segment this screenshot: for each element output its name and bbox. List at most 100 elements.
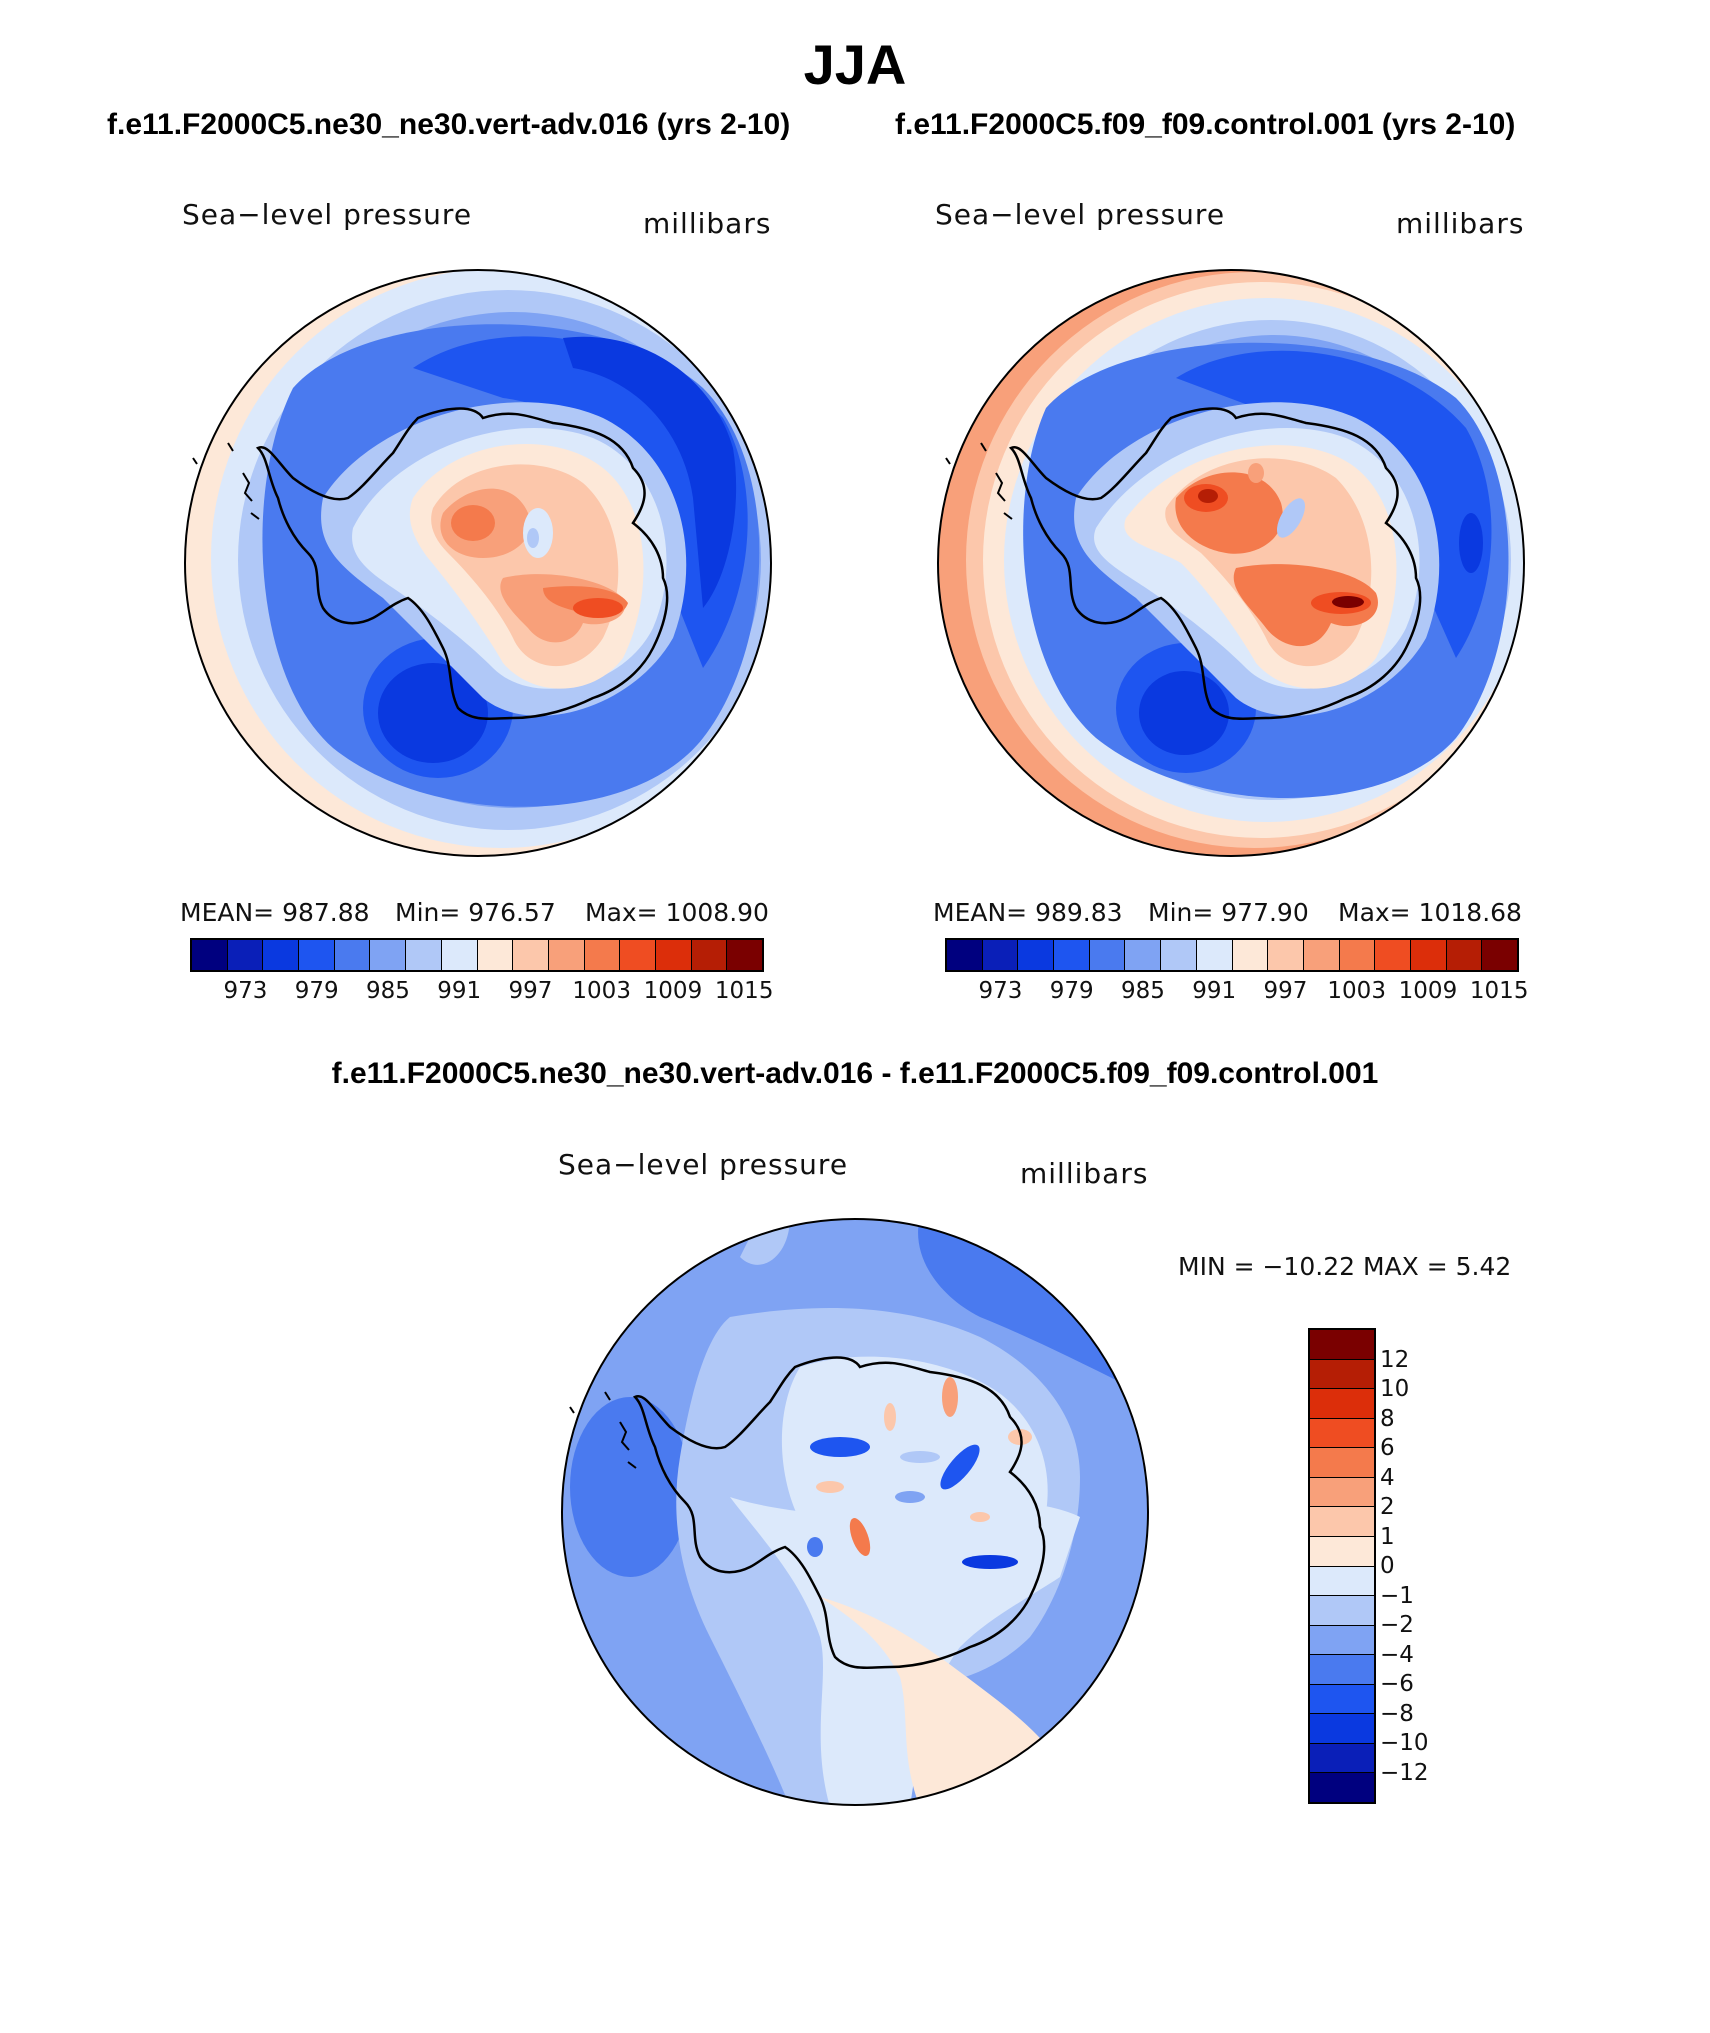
- colorbar-swatch: [513, 940, 549, 970]
- panel-1-polar-map: [184, 269, 772, 857]
- colorbar-swatch: [1125, 940, 1162, 970]
- colorbar-tick-label: 1015: [714, 978, 774, 1004]
- colorbar-swatch: [263, 940, 300, 970]
- colorbar-tick-label: −12: [1380, 1759, 1429, 1786]
- colorbar-swatch: [1310, 1477, 1374, 1508]
- colorbar-swatch: [334, 940, 371, 970]
- colorbar-tick-label: 985: [1120, 978, 1165, 1004]
- colorbar-swatch: [406, 940, 442, 970]
- colorbar-swatch: [1310, 1684, 1374, 1715]
- colorbar-swatch: [1310, 1507, 1374, 1537]
- panel-1-min: Min= 976.57: [395, 898, 556, 927]
- panel-2-variable-label: Sea−level pressure: [935, 198, 1226, 231]
- colorbar-swatch: [1268, 940, 1304, 970]
- panel-2-polar-map: [937, 269, 1525, 857]
- colorbar-tick-label: 985: [365, 978, 410, 1004]
- colorbar-tick-label: 991: [437, 978, 482, 1004]
- colorbar-swatch: [227, 940, 264, 970]
- colorbar-swatch: [691, 940, 728, 970]
- colorbar-swatch: [1054, 940, 1090, 970]
- difference-colorbar: [1308, 1328, 1376, 1804]
- colorbar-tick-label: 997: [1263, 978, 1308, 1004]
- panel-2-units-label: millibars: [1396, 207, 1525, 240]
- figure-title: JJA: [803, 33, 907, 96]
- panel-1-variable-label: Sea−level pressure: [182, 198, 473, 231]
- colorbar-swatch: [1161, 940, 1197, 970]
- difference-min-max: MIN = −10.22 MAX = 5.42: [1178, 1252, 1512, 1281]
- colorbar-tick-label: −6: [1380, 1671, 1414, 1697]
- panel-1-case-title: f.e11.F2000C5.ne30_ne30.vert-adv.016 (yr…: [107, 108, 791, 141]
- difference-units-label: millibars: [1020, 1157, 1149, 1190]
- panel-2-max: Max= 1018.68: [1338, 898, 1522, 927]
- colorbar-swatch: [1310, 1418, 1374, 1449]
- colorbar-swatch: [1310, 1330, 1374, 1360]
- colorbar-swatch: [1310, 1773, 1374, 1802]
- colorbar-swatch: [1232, 940, 1269, 970]
- colorbar-tick-label: 1003: [572, 978, 631, 1004]
- colorbar-tick-label: 1009: [1398, 978, 1458, 1004]
- colorbar-swatch: [370, 940, 407, 970]
- colorbar-tick-label: 1: [1380, 1523, 1395, 1550]
- colorbar-swatch: [1310, 1566, 1374, 1597]
- colorbar-swatch: [1482, 940, 1517, 970]
- colorbar-swatch: [727, 940, 762, 970]
- colorbar-tick-label: −8: [1380, 1700, 1414, 1727]
- colorbar-swatch: [192, 940, 228, 970]
- colorbar-tick-label: −4: [1380, 1641, 1414, 1668]
- colorbar-swatch: [1310, 1448, 1374, 1478]
- panel-1-colorbar: [190, 938, 764, 972]
- colorbar-tick-label: 6: [1380, 1435, 1395, 1461]
- panel-2-mean: MEAN= 989.83: [933, 898, 1123, 927]
- colorbar-tick-label: 10: [1380, 1376, 1410, 1402]
- colorbar-tick-label: −10: [1380, 1730, 1429, 1756]
- colorbar-swatch: [1310, 1743, 1374, 1774]
- colorbar-swatch: [1339, 940, 1376, 970]
- colorbar-tick-label: −1: [1380, 1582, 1414, 1609]
- colorbar-tick-label: 1003: [1327, 978, 1386, 1004]
- panel-2-colorbar: [945, 938, 1519, 972]
- panel-2-case-title: f.e11.F2000C5.f09_f09.control.001 (yrs 2…: [895, 108, 1516, 141]
- colorbar-swatch: [1310, 1596, 1374, 1626]
- colorbar-swatch: [477, 940, 514, 970]
- colorbar-tick-label: 12: [1380, 1346, 1410, 1373]
- colorbar-swatch: [1310, 1655, 1374, 1685]
- colorbar-tick-label: 997: [508, 978, 553, 1004]
- colorbar-swatch: [1375, 940, 1411, 970]
- colorbar-swatch: [1410, 940, 1447, 970]
- colorbar-swatch: [299, 940, 335, 970]
- colorbar-swatch: [1310, 1359, 1374, 1390]
- colorbar-swatch: [947, 940, 983, 970]
- panel-1-mean: MEAN= 987.88: [180, 898, 370, 927]
- colorbar-tick-label: 1009: [643, 978, 703, 1004]
- colorbar-swatch: [1196, 940, 1233, 970]
- colorbar-tick-label: 979: [294, 978, 339, 1004]
- colorbar-swatch: [1310, 1536, 1374, 1567]
- colorbar-swatch: [441, 940, 478, 970]
- panel-2-min: Min= 977.90: [1148, 898, 1309, 927]
- colorbar-swatch: [1310, 1625, 1374, 1656]
- colorbar-tick-label: 8: [1380, 1405, 1395, 1432]
- colorbar-swatch: [584, 940, 621, 970]
- colorbar-tick-label: 2: [1380, 1494, 1395, 1520]
- colorbar-tick-label: 991: [1192, 978, 1237, 1004]
- panel-1-units-label: millibars: [643, 207, 772, 240]
- panel-1-max: Max= 1008.90: [585, 898, 769, 927]
- colorbar-swatch: [655, 940, 692, 970]
- difference-polar-map: [561, 1218, 1149, 1806]
- colorbar-tick-label: 979: [1049, 978, 1094, 1004]
- difference-title: f.e11.F2000C5.ne30_ne30.vert-adv.016 - f…: [331, 1057, 1379, 1090]
- colorbar-swatch: [1446, 940, 1483, 970]
- colorbar-tick-label: −2: [1380, 1612, 1414, 1638]
- colorbar-swatch: [1018, 940, 1055, 970]
- colorbar-tick-label: 4: [1380, 1464, 1395, 1491]
- difference-variable-label: Sea−level pressure: [558, 1148, 849, 1181]
- colorbar-tick-label: 973: [223, 978, 268, 1004]
- colorbar-swatch: [1310, 1714, 1374, 1744]
- colorbar-tick-label: 0: [1380, 1553, 1395, 1579]
- colorbar-swatch: [548, 940, 585, 970]
- colorbar-swatch: [1303, 940, 1340, 970]
- colorbar-tick-label: 973: [978, 978, 1023, 1004]
- colorbar-tick-label: 1015: [1469, 978, 1529, 1004]
- colorbar-swatch: [1089, 940, 1126, 970]
- colorbar-swatch: [620, 940, 656, 970]
